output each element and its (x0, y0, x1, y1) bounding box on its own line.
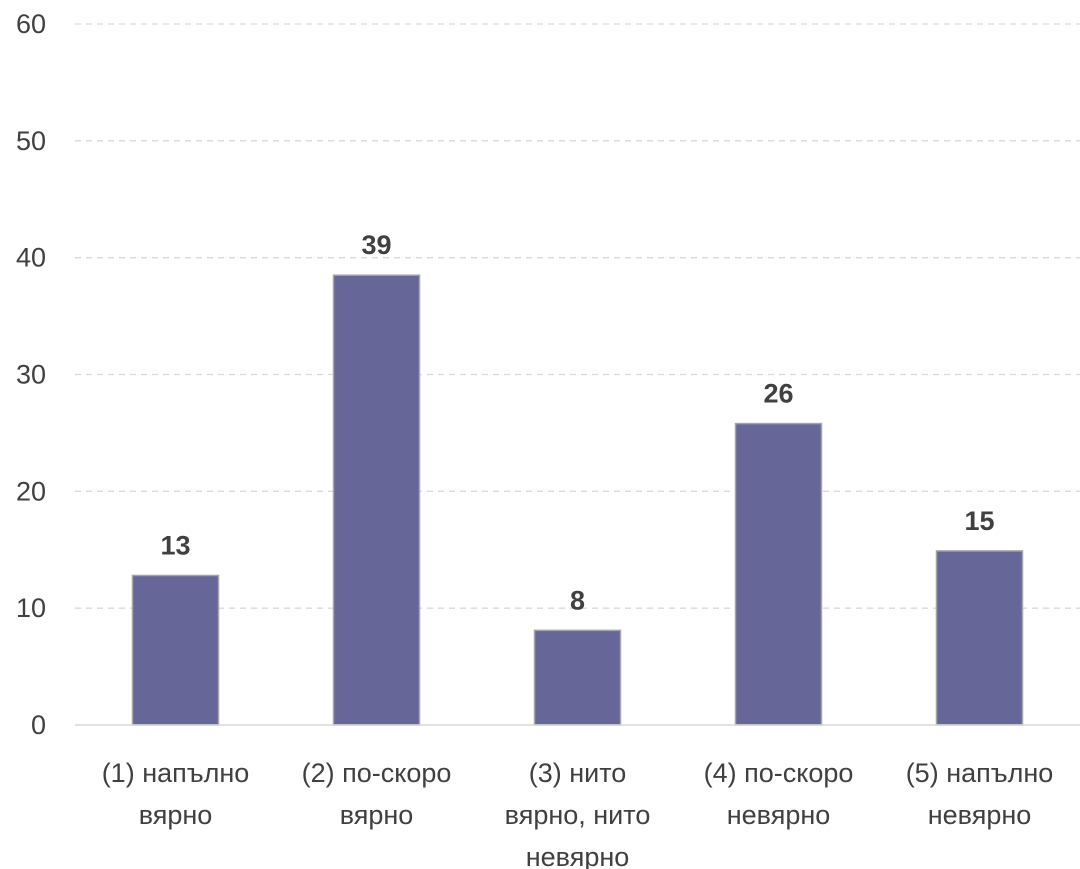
y-tick-label: 40 (16, 243, 46, 273)
data-label: 8 (570, 585, 585, 615)
category-label: вярно (340, 800, 414, 830)
gridlines (75, 23, 1080, 609)
y-axis-tick-labels: 0 10 20 30 40 50 60 (16, 9, 46, 740)
data-label: 26 (763, 379, 793, 409)
category-label: (5) напълно (906, 758, 1054, 788)
category-label: вярно (139, 800, 213, 830)
bars (131, 274, 1024, 726)
data-label: 39 (361, 230, 391, 260)
category-label: (4) по-скоро (704, 758, 854, 788)
bar (935, 550, 1024, 726)
bar (734, 422, 823, 726)
data-labels: 13 39 8 26 15 (160, 230, 994, 615)
category-label: невярно (727, 800, 831, 830)
data-label: 15 (964, 506, 994, 536)
category-label: невярно (526, 842, 630, 869)
category-label: (2) по-скоро (302, 758, 452, 788)
y-tick-label: 20 (16, 476, 46, 506)
data-label: 13 (160, 530, 190, 560)
y-tick-label: 60 (16, 9, 46, 39)
category-label: (3) нито (529, 758, 627, 788)
category-label: вярно, нито (505, 800, 651, 830)
category-label: невярно (928, 800, 1032, 830)
y-tick-label: 10 (16, 593, 46, 623)
category-labels: (1) напълно вярно (2) по-скоро вярно (3) нит… (102, 758, 1054, 869)
category-label: (1) напълно (102, 758, 250, 788)
y-tick-label: 0 (31, 710, 46, 740)
bar (332, 274, 421, 726)
bar (131, 574, 220, 726)
y-tick-label: 50 (16, 126, 46, 156)
y-tick-label: 30 (16, 360, 46, 390)
bar (533, 629, 622, 726)
